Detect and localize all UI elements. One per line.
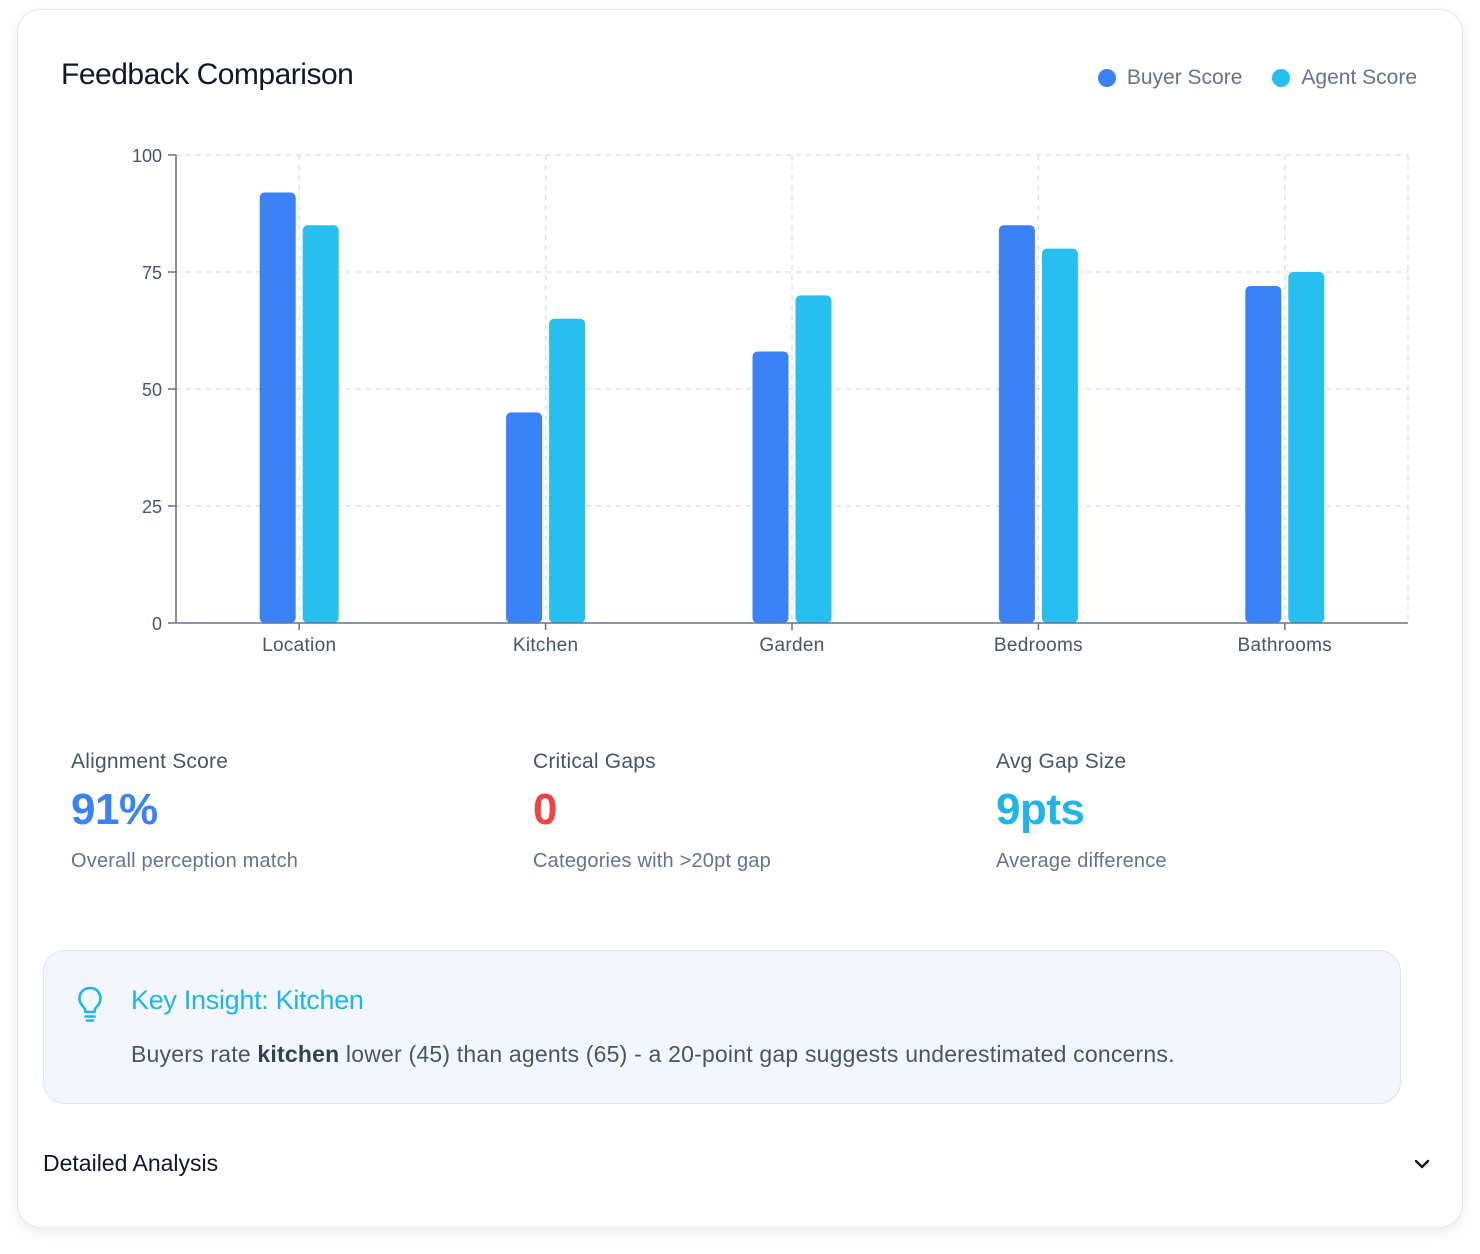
chart-legend: Buyer Score Agent Score <box>1068 66 1417 90</box>
stat-label: Alignment Score <box>71 750 229 773</box>
bar-buyer-score-garden[interactable] <box>752 351 789 623</box>
legend-buyer-dot <box>1097 69 1116 87</box>
stat-sub: Categories with >20pt gap <box>533 850 771 873</box>
avg-gap-card: Avg Gap Size 9pts Average difference <box>968 720 1401 906</box>
x-tick-label: Kitchen <box>513 635 578 656</box>
chart-grid <box>176 154 1409 623</box>
x-tick-label: Bathrooms <box>1238 635 1333 656</box>
stat-value: 91% <box>71 785 158 834</box>
stat-label: Avg Gap Size <box>996 750 1127 773</box>
lightbulb-icon <box>78 986 102 1022</box>
bar-buyer-score-location[interactable] <box>259 192 296 623</box>
bar-buyer-score-bathrooms[interactable] <box>1245 286 1282 623</box>
y-tick-label: 100 <box>132 146 162 166</box>
insight-title: Key Insight: Kitchen <box>131 985 364 1015</box>
chevron-down-icon[interactable] <box>1410 1152 1434 1176</box>
y-tick-label: 75 <box>142 263 162 283</box>
x-tick-label: Garden <box>759 635 824 656</box>
bar-buyer-score-bedrooms[interactable] <box>998 225 1035 623</box>
bar-chart: 0 25 50 75 100 Location Kitchen Garden Bedrooms B… <box>132 146 1409 656</box>
detailed-analysis-toggle[interactable]: Detailed Analysis <box>43 1150 219 1176</box>
y-tick-label: 50 <box>142 380 162 400</box>
insight-text: Buyers rate kitchen lower (45) than agen… <box>131 1041 1175 1068</box>
legend-agent[interactable]: Agent Score <box>1272 66 1417 90</box>
legend-agent-label: Agent Score <box>1301 66 1417 89</box>
chart-axes: 0 25 50 75 100 Location Kitchen Garden Bedrooms B… <box>132 146 1408 656</box>
x-tick-label: Bedrooms <box>994 635 1083 656</box>
chart-bars <box>259 192 1325 623</box>
stat-sub: Overall perception match <box>71 850 299 873</box>
y-tick-label: 25 <box>142 497 162 517</box>
page-title: Feedback Comparison <box>61 58 354 91</box>
legend-buyer[interactable]: Buyer Score <box>1097 66 1243 90</box>
insight-text-before: Buyers rate <box>131 1041 258 1067</box>
bar-agent-score-bathrooms[interactable] <box>1288 272 1325 623</box>
legend-agent-dot <box>1272 69 1291 87</box>
stat-sub: Average difference <box>996 850 1167 873</box>
bar-agent-score-bedrooms[interactable] <box>1041 248 1078 623</box>
x-tick-label: Location <box>262 635 336 656</box>
critical-gaps-card: Critical Gaps 0 Categories with >20pt ga… <box>505 720 938 906</box>
stat-value: 0 <box>533 785 557 834</box>
insight-text-bold: kitchen <box>257 1041 340 1067</box>
y-tick-label: 0 <box>152 614 162 634</box>
alignment-score-card: Alignment Score 91% Overall perception m… <box>43 720 476 906</box>
bar-buyer-score-kitchen[interactable] <box>506 412 543 623</box>
legend-buyer-label: Buyer Score <box>1126 66 1243 89</box>
bar-agent-score-location[interactable] <box>302 225 339 623</box>
key-insight-panel: Key Insight: Kitchen Buyers rate kitchen… <box>43 950 1401 1104</box>
stats-row: Alignment Score 91% Overall perception m… <box>43 720 1401 906</box>
bar-agent-score-kitchen[interactable] <box>549 318 586 623</box>
insight-text-after: lower (45) than agents (65) - a 20-point… <box>339 1041 1175 1067</box>
stat-value: 9pts <box>996 785 1085 834</box>
stat-label: Critical Gaps <box>533 750 656 773</box>
bar-agent-score-garden[interactable] <box>795 295 832 623</box>
